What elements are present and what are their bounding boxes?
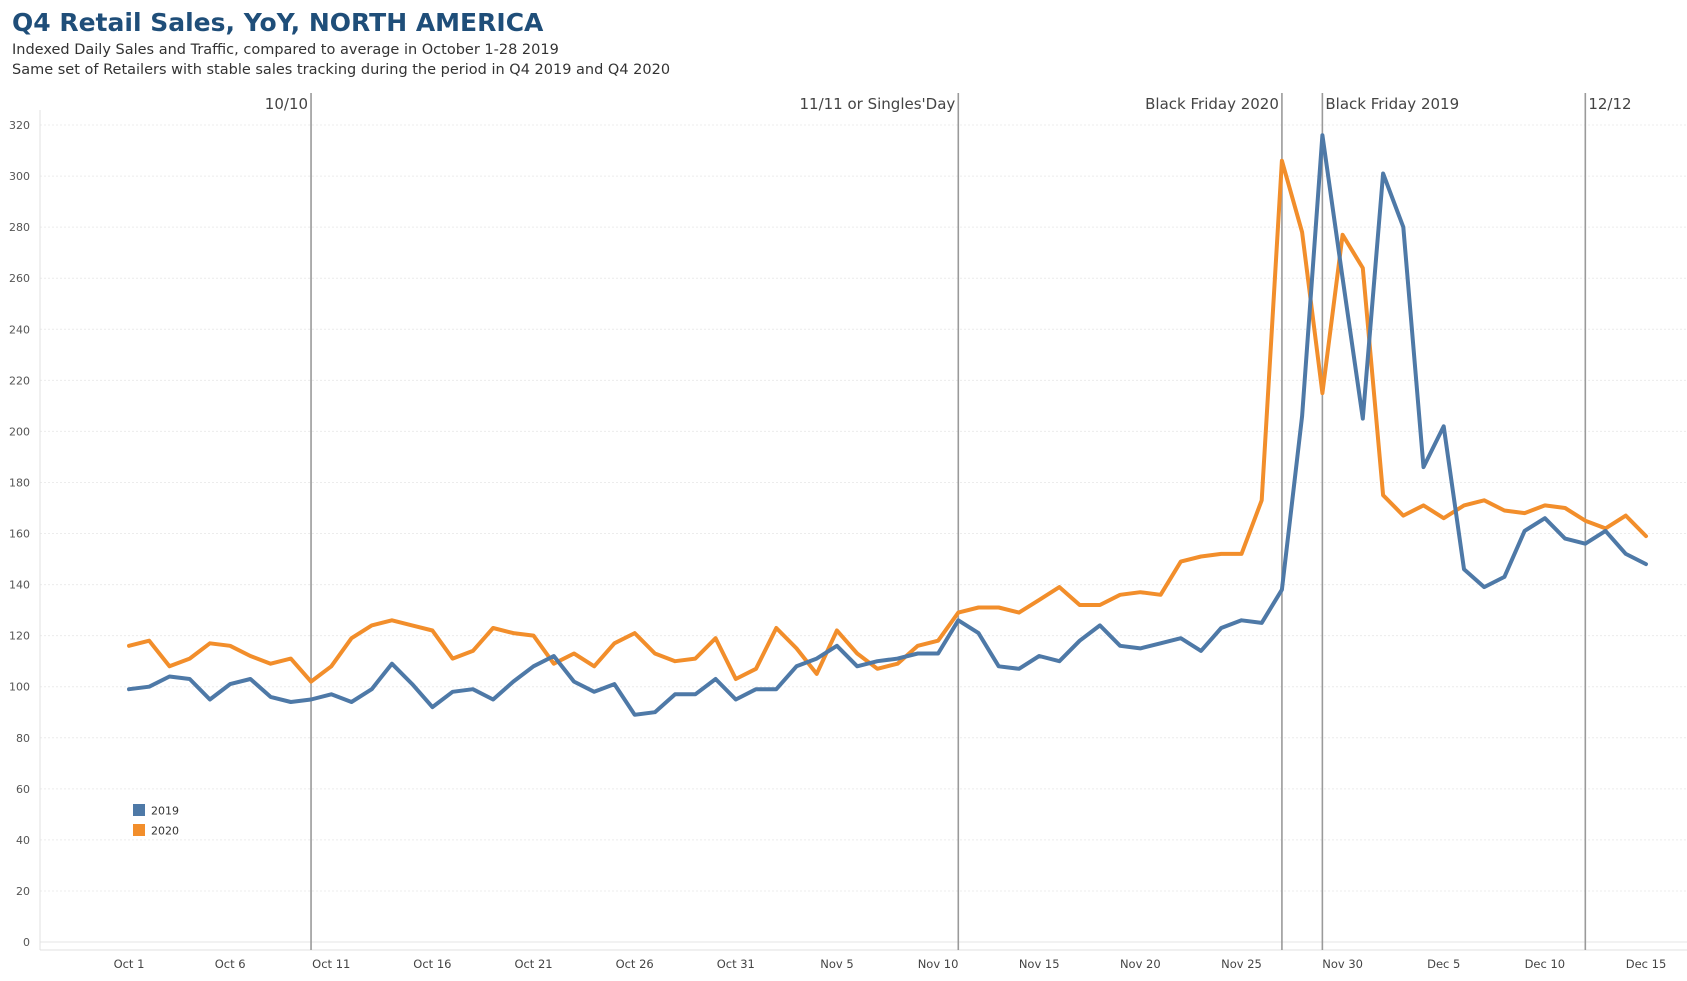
y-tick-label: 200 — [9, 425, 30, 438]
legend-label-2020: 2020 — [151, 825, 179, 838]
x-tick-label: Oct 6 — [215, 957, 246, 971]
x-tick-label: Nov 30 — [1322, 957, 1363, 971]
y-tick-label: 240 — [9, 323, 30, 336]
x-tick-label: Nov 15 — [1019, 957, 1060, 971]
series-lines — [127, 133, 1648, 717]
y-tick-label: 140 — [9, 579, 30, 592]
chart-header: Q4 Retail Sales, YoY, NORTH AMERICA Inde… — [12, 6, 670, 80]
y-tick-label: 100 — [9, 681, 30, 694]
y-tick-label: 180 — [9, 476, 30, 489]
chart-subtitle-line-1: Indexed Daily Sales and Traffic, compare… — [12, 42, 559, 58]
event-marker-label: Black Friday 2019 — [1325, 95, 1459, 113]
gridlines — [39, 110, 1687, 951]
x-tick-label: Oct 1 — [114, 957, 145, 971]
legend-swatch-2019 — [133, 804, 145, 816]
series-line-2019 — [127, 133, 1648, 717]
event-marker-label: 12/12 — [1588, 95, 1631, 113]
x-tick-label: Oct 21 — [514, 957, 552, 971]
y-tick-label: 0 — [23, 936, 30, 949]
x-tick-label: Nov 25 — [1221, 957, 1262, 971]
y-tick-label: 40 — [16, 834, 30, 847]
y-axis-ticks: 0 20 40 60 80 100 120 140 160 180 200 220 240 260 280 3… — [9, 119, 30, 949]
y-tick-label: 160 — [9, 528, 30, 541]
x-tick-label: Nov 5 — [820, 957, 853, 971]
x-tick-label: Nov 10 — [918, 957, 959, 971]
y-tick-label: 60 — [16, 783, 30, 796]
event-marker-labels: 10/10 11/11 or Singles'Day Black Friday 20… — [265, 95, 1632, 113]
event-marker-label: Black Friday 2020 — [1145, 95, 1279, 113]
event-marker-lines — [310, 93, 1587, 950]
x-tick-label: Dec 15 — [1626, 957, 1667, 971]
chart-subtitle-line-2: Same set of Retailers with stable sales … — [12, 62, 671, 78]
legend: 2019 2020 — [133, 804, 179, 838]
event-marker-label: 11/11 or Singles'Day — [800, 95, 956, 113]
y-tick-label: 20 — [16, 885, 30, 898]
y-tick-label: 300 — [9, 170, 30, 183]
x-tick-label: Oct 31 — [717, 957, 755, 971]
x-tick-label: Oct 26 — [616, 957, 654, 971]
y-tick-label: 280 — [9, 221, 30, 234]
x-axis-ticks: Oct 1 Oct 6 Oct 11 Oct 16 Oct 21 Oct 26 Oct 31… — [114, 957, 1667, 971]
legend-swatch-2020 — [133, 824, 145, 836]
y-tick-label: 80 — [16, 732, 30, 745]
event-marker-label: 10/10 — [265, 95, 308, 113]
x-tick-label: Oct 16 — [413, 957, 451, 971]
x-tick-label: Nov 20 — [1120, 957, 1161, 971]
x-tick-label: Dec 5 — [1427, 957, 1460, 971]
y-tick-label: 120 — [9, 630, 30, 643]
series-line-2020 — [127, 158, 1648, 684]
y-tick-label: 220 — [9, 374, 30, 387]
legend-label-2019: 2019 — [151, 805, 179, 818]
y-tick-label: 320 — [9, 119, 30, 132]
chart-title: Q4 Retail Sales, YoY, NORTH AMERICA — [12, 8, 544, 37]
y-tick-label: 260 — [9, 272, 30, 285]
x-tick-label: Oct 11 — [312, 957, 350, 971]
x-tick-label: Dec 10 — [1525, 957, 1566, 971]
